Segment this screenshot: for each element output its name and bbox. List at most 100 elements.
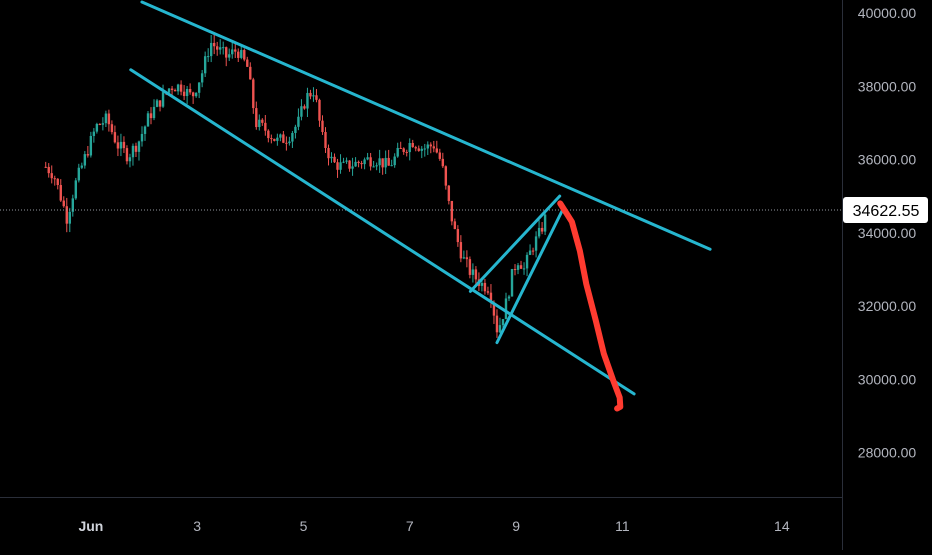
candle-body [489,292,493,303]
candle-body [101,123,105,125]
candle-body [137,141,141,152]
candle-body [534,236,538,251]
candle-body [504,298,508,320]
candle-body [155,100,159,107]
candle-body [86,154,90,156]
candle-body [324,132,327,148]
candle-body [143,126,147,134]
channel-lower-trendline [129,68,636,396]
candle-body [294,126,297,134]
candle-body [134,145,138,152]
candle-body [414,147,417,149]
candle-body [327,147,330,159]
candle-body [170,88,174,91]
projection-path [557,200,624,412]
candle-body [372,166,375,168]
x-tick-label: Jun [78,518,103,534]
candle-body [396,147,399,157]
candle-body [149,113,153,119]
candle-body [249,66,252,80]
candle-body [474,269,478,280]
candle-body [387,157,390,166]
candle-body [219,47,222,50]
y-tick-label: 40000.00 [858,5,917,21]
candle-body [243,50,246,60]
candle-body [486,291,490,293]
candle-body [438,152,442,159]
y-tick-label: 28000.00 [858,445,917,461]
candle-body [222,47,225,49]
candle-body [465,257,469,260]
candle-body [71,198,74,212]
candle-body [264,122,267,131]
candle-body [360,163,363,165]
candle-body [285,142,288,144]
candle-body [432,146,435,149]
candle-body [363,159,366,165]
x-tick-label: 7 [406,518,414,534]
candle-body [62,200,65,207]
candle-body [140,133,144,142]
candle-body [357,161,360,164]
candle-body [420,148,423,151]
candle-body [107,113,111,125]
candle-body [197,82,201,93]
candle-body [47,166,50,174]
candle-body [173,90,177,92]
candle-body [276,137,279,141]
candle-body [161,92,165,107]
candle-body [282,134,285,143]
current-price-label: 34622.55 [853,203,920,220]
candle-body [53,178,56,180]
candle-body [312,95,315,97]
flag-lower-trendline [495,205,566,345]
candle-body [104,113,108,124]
candle-body [528,250,532,255]
candle-body [450,200,454,222]
candle-body [354,161,357,167]
candle-body [255,108,258,128]
candle-body [339,162,342,170]
candle-body [113,132,117,143]
candle-body [128,157,132,162]
candle-body [191,92,195,97]
y-tick-label: 32000.00 [858,298,917,314]
candle-body [206,56,210,58]
candle-body [507,296,511,299]
candle-body [297,116,300,127]
candle-body [381,158,384,168]
candle-body [519,265,523,269]
candle-body [131,145,135,158]
x-tick-label: 3 [193,518,201,534]
candle-body [306,92,309,109]
y-tick-label: 38000.00 [858,78,917,94]
candle-body [402,148,405,152]
candle-body [209,42,213,57]
candle-body [459,242,463,259]
candle-body [98,123,102,125]
candle-body [194,92,198,97]
candle-body [441,158,445,167]
candle-body [501,319,505,326]
candle-body [510,269,514,297]
candle-body [212,42,216,47]
candle-body [234,49,237,52]
candle-body [279,134,282,138]
candle-body [182,91,186,97]
candle-body [426,144,429,149]
x-tick-label: 11 [615,518,630,534]
candle-body [267,130,270,139]
candle-body [405,151,408,153]
candle-body [453,221,457,230]
candle-body [179,84,183,92]
candle-body [447,185,451,201]
x-tick-label: 9 [512,518,520,534]
candle-body [258,119,261,128]
candle-body [188,88,192,93]
candle-body [390,165,393,167]
candle-body [240,50,243,58]
candle-body [83,154,87,166]
candle-body [59,185,62,201]
